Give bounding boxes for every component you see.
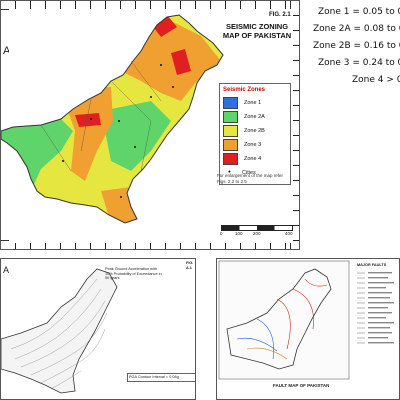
seismic-zones-legend: Seismic Zones Zone 1 Zone 2A Zone 2B Zon…: [219, 83, 291, 185]
legend-item-zone-2b: Zone 2B: [223, 124, 287, 138]
legend-label: Zone 4: [244, 156, 262, 162]
pga-map-graphic: [1, 268, 118, 394]
pga-country-outline: [1, 268, 118, 394]
zone-2a-central-region: [101, 101, 171, 171]
scale-bar: [221, 225, 293, 231]
pga-contour-note: PGA Contour Interval = 0.04g: [127, 373, 195, 382]
map-partial-heading: A: [3, 265, 10, 275]
legend-swatch: [223, 97, 238, 109]
fault-country-outline: [226, 268, 332, 370]
scale-tick: 100: [235, 231, 243, 236]
fault-map-of-pakistan: MAJOR FAULTS FAULT MAP OF PAKISTAN: [216, 258, 400, 400]
legend-title: Seismic Zones: [223, 87, 266, 93]
pga-contour-lines: [10, 278, 108, 390]
zone-value-item: Zone 4 > 0: [352, 75, 400, 85]
legend-item-zone-4: Zone 4: [223, 152, 287, 166]
map-partial-heading: A: [3, 45, 11, 57]
zone-value-item: Zone 1 = 0.05 to 0: [318, 7, 400, 17]
enlargement-note: For enlargement of the map refer Figs. 2…: [217, 173, 284, 184]
pakistan-zone-map-graphic: [1, 9, 293, 243]
seismic-zoning-map: A FIG. 2.1 SEISMIC ZON: [0, 0, 300, 250]
legend-item-zone-3: Zone 3: [223, 138, 287, 152]
legend-swatch: [223, 125, 238, 137]
legend-label: Zone 1: [244, 100, 262, 106]
pga-contour-map: FIG. A.1 A Peak Ground Acceleration with…: [0, 258, 196, 400]
legend-label: Zone 2A: [244, 114, 265, 120]
fig-label: FIG. A.1: [186, 261, 194, 270]
zone-value-list: Zone 1 = 0.05 to 0 Zone 2A = 0.08 to 0 Z…: [308, 4, 400, 89]
zone-value-item: Zone 2B = 0.16 to 0: [313, 41, 400, 51]
zone-value-item: Zone 3 = 0.24 to 0: [318, 58, 400, 68]
scale-tick: 0: [220, 231, 223, 236]
zone-4-quetta-region: [75, 113, 101, 127]
legend-item-zone-2a: Zone 2A: [223, 110, 287, 124]
pga-map-title: Peak Ground Acceleration with 10% Probab…: [105, 267, 162, 281]
zone-4-kashmir-region: [171, 49, 191, 75]
legend-label: Zone 2B: [244, 128, 265, 134]
city-markers: [62, 64, 174, 198]
fault-map-title: FAULT MAP OF PAKISTAN: [273, 383, 330, 388]
scale-tick: 400: [285, 231, 293, 236]
fault-legend-entries: [357, 272, 394, 344]
fig-label: FIG. 2.1: [269, 12, 291, 18]
zone-value-item: Zone 2A = 0.08 to 0: [313, 24, 400, 34]
legend-item-zone-1: Zone 1: [223, 96, 287, 110]
legend-swatch: [223, 111, 238, 123]
fault-legend-list: [357, 271, 397, 372]
legend-swatch: [223, 153, 238, 165]
legend-label: Zone 3: [244, 142, 262, 148]
legend-swatch: [223, 139, 238, 151]
fault-map-graphic: [218, 260, 350, 380]
map-title: SEISMIC ZONING MAP OF PAKISTAN: [222, 22, 292, 40]
fault-lines: [236, 278, 328, 360]
city-dot-icon: •: [228, 169, 231, 176]
province-boundaries: [40, 60, 162, 172]
zone-3-balochistan-region: [61, 87, 113, 181]
legend-item-cities: • Cities: [223, 166, 287, 180]
fault-map-frame: [218, 260, 350, 380]
fault-legend-header: MAJOR FAULTS: [357, 263, 387, 267]
legend-label: Cities: [242, 170, 256, 176]
scale-tick: 200: [253, 231, 261, 236]
